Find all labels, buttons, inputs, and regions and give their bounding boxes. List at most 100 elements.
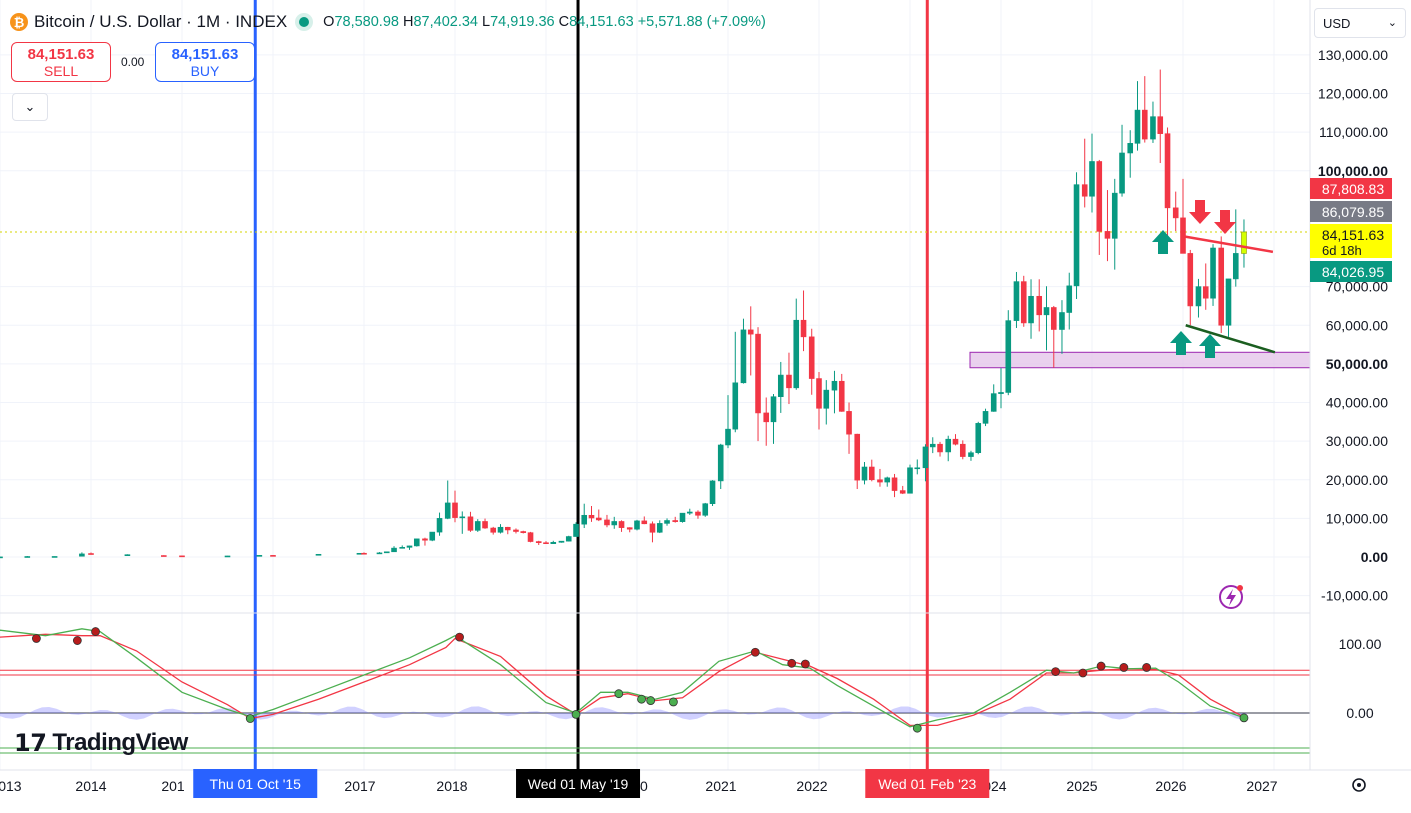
chevron-down-icon: ⌄ [1387, 17, 1397, 29]
y-tick-label: 30,000.00 [1326, 433, 1388, 449]
currency-select[interactable]: USD ⌄ [1314, 8, 1406, 38]
candle-body [482, 521, 488, 529]
osc-signal-dot [571, 709, 581, 719]
candle-body [1157, 116, 1164, 134]
candle-body [823, 389, 830, 409]
osc-signal-dot [614, 689, 624, 699]
sell-button[interactable]: 84,151.63 SELL [11, 42, 111, 82]
candle-body [51, 556, 58, 558]
candle-body [1020, 281, 1027, 324]
annotations-back [0, 0, 1311, 770]
symbol-header[interactable]: ₿ Bitcoin / U.S. Dollar · 1M · INDEX O78… [10, 12, 766, 32]
candle-body [959, 443, 966, 457]
x-tick-label: 2025 [1066, 778, 1097, 794]
candle-body [376, 552, 383, 555]
alert-lightning-bolt [1226, 589, 1236, 606]
candle-body [914, 467, 921, 470]
price-tag [1310, 201, 1392, 222]
osc-y-tick-label: 0.00 [1346, 705, 1373, 721]
tradingview-logo[interactable]: 17 TradingView [14, 729, 188, 757]
candle-body [929, 443, 936, 448]
market-status-icon[interactable] [299, 17, 310, 27]
candle-body [270, 555, 276, 557]
price-tag-label: 84,151.63 [1322, 227, 1384, 243]
price-tag [1310, 261, 1392, 282]
candle-body [846, 411, 852, 435]
candle-body [161, 555, 167, 557]
candle-body [361, 552, 367, 555]
candle-body [611, 521, 618, 526]
candle-body [679, 512, 686, 522]
osc-signal-dot [1142, 663, 1151, 672]
candle-body [429, 531, 436, 541]
x-tick-label: 2027 [1246, 778, 1277, 794]
candle-body [1141, 109, 1148, 140]
candle-body [452, 502, 458, 518]
buy-label: BUY [190, 63, 220, 79]
symbol-title: Bitcoin / U.S. Dollar · 1M · INDEX [34, 12, 288, 31]
candle-body [1089, 161, 1095, 197]
candle-body [527, 532, 534, 542]
y-tick-label: 0.00 [1361, 549, 1388, 565]
brand-label: TradingView [52, 729, 188, 756]
osc-signal-dot [912, 723, 922, 733]
candle-body [604, 519, 610, 526]
candle-body [1104, 231, 1111, 239]
collapse-chevron-icon[interactable]: ⌄ [12, 93, 48, 121]
price-tag-label: 86,079.85 [1322, 204, 1384, 220]
candle-body [406, 545, 413, 548]
candle-body [391, 547, 397, 553]
candle-body [520, 531, 527, 533]
spread-value: 0.00 [121, 55, 145, 69]
candle-body [1127, 143, 1134, 154]
candle-body [1059, 312, 1065, 330]
candle-body [1043, 307, 1050, 316]
candle-body [1164, 133, 1171, 209]
x-tick-label: 2017 [344, 778, 375, 794]
y-tick-label: 120,000.00 [1318, 86, 1388, 102]
candle-body [937, 443, 943, 453]
y-tick-label: 110,000.00 [1319, 124, 1388, 140]
candle-body [793, 319, 800, 389]
candle-body [413, 538, 420, 547]
osc-fast-line [0, 628, 1245, 728]
osc-signal-dot [637, 694, 646, 704]
osc-signal-dot [1051, 667, 1060, 676]
candle-body [968, 452, 974, 457]
candle-body [24, 556, 31, 558]
arrow-down-icon [1214, 210, 1236, 234]
alert-badge [1237, 585, 1243, 591]
candle-body [786, 374, 792, 389]
candle-body [702, 503, 709, 516]
bitcoin-icon: ₿ [10, 13, 28, 31]
candle-body [399, 547, 406, 549]
candle-body [899, 490, 906, 494]
candle-body [686, 511, 693, 514]
osc-signal-dot [750, 647, 760, 657]
date-label: Wed 01 May '19 [528, 776, 629, 792]
candle-body [1241, 231, 1247, 254]
sell-price: 84,151.63 [27, 46, 95, 63]
y-tick-label: 60,000.00 [1326, 317, 1388, 333]
candle-body [1050, 307, 1057, 330]
candle-body [565, 536, 572, 542]
candle-body [558, 540, 565, 543]
candle-body [732, 382, 739, 430]
candle-body [1036, 295, 1043, 316]
candle-body [861, 466, 868, 481]
candle-body [1013, 281, 1020, 321]
candle-body [808, 336, 815, 379]
currency-value: USD [1323, 16, 1351, 31]
candle-body [595, 517, 602, 521]
x-tick-label: 2018 [436, 778, 467, 794]
candle-body [990, 393, 997, 412]
annotations-front [1152, 200, 1276, 609]
candle-body [922, 446, 929, 469]
buy-button[interactable]: 84,151.63 BUY [155, 42, 255, 82]
ohlc-values: O78,580.98 H87,402.34 L74,919.36 C84,151… [323, 14, 766, 30]
candle-body [725, 428, 731, 446]
candle-body [649, 523, 656, 533]
candle-body [907, 467, 913, 494]
candle-body [124, 554, 131, 556]
